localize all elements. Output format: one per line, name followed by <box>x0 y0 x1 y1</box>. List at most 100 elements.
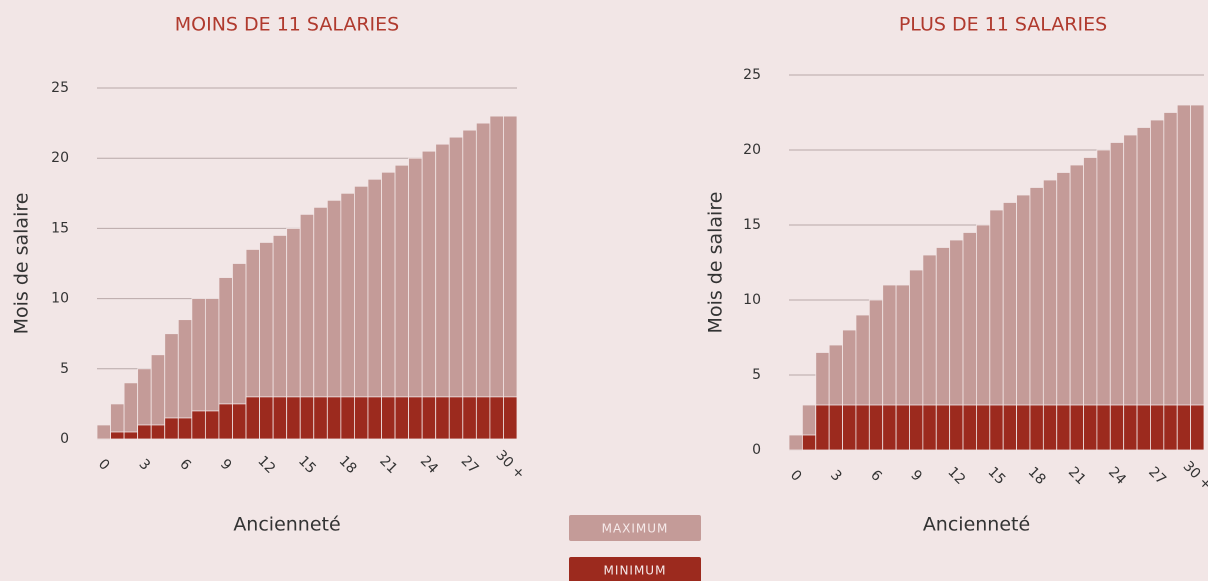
bar <box>842 404 857 451</box>
y-tick-label: 0 <box>60 431 69 447</box>
bar <box>815 404 830 451</box>
x-tick-label: 0 <box>95 456 113 474</box>
bar <box>1123 404 1138 451</box>
bar <box>150 424 166 440</box>
bar <box>1136 127 1151 451</box>
bar <box>909 404 924 451</box>
bar <box>489 115 504 440</box>
bar <box>989 404 1004 451</box>
bar <box>408 396 423 440</box>
bar <box>1190 404 1205 451</box>
bar <box>1029 404 1044 451</box>
bar <box>137 424 152 440</box>
x-axis-label: Ancienneté <box>923 514 1030 536</box>
bar <box>475 122 491 440</box>
bar <box>421 396 437 440</box>
bar <box>381 396 396 440</box>
y-tick-label: 5 <box>752 367 761 383</box>
bar <box>935 404 951 451</box>
y-tick-label: 15 <box>51 220 69 236</box>
x-tick-label: 9 <box>217 456 235 474</box>
bar <box>96 424 111 440</box>
x-axis-label: Ancienneté <box>233 514 340 536</box>
x-tick-label: 18 <box>1025 464 1049 488</box>
x-tick-label: 0 <box>787 467 805 485</box>
bar <box>1176 404 1192 451</box>
bar <box>123 431 139 440</box>
bar <box>1123 134 1138 451</box>
legend-swatch <box>569 557 701 581</box>
bar <box>340 396 355 440</box>
legend-label: MAXIMUM <box>602 522 669 536</box>
y-tick-label: 25 <box>743 67 761 83</box>
bar <box>1176 104 1192 451</box>
bar <box>895 404 910 451</box>
bar <box>503 396 518 440</box>
y-tick-label: 5 <box>60 361 69 377</box>
bar <box>503 115 518 440</box>
bar <box>1150 404 1165 451</box>
y-tick-label: 10 <box>743 292 761 308</box>
x-tick-label: 12 <box>254 453 278 477</box>
bar <box>394 396 410 440</box>
y-axis-label: Mois de salaire <box>11 193 33 335</box>
bar <box>204 410 220 440</box>
bar <box>976 404 991 451</box>
x-tick-label: 21 <box>376 453 400 477</box>
bar <box>272 396 288 440</box>
x-tick-label: 12 <box>944 464 968 488</box>
x-tick-label: 3 <box>136 456 154 474</box>
bar <box>110 431 125 440</box>
x-tick-label: 21 <box>1065 464 1089 488</box>
bar <box>475 396 491 440</box>
bar <box>448 136 464 440</box>
bar <box>1150 119 1165 451</box>
bar <box>1056 404 1071 451</box>
bar <box>855 404 870 451</box>
x-tick-label: 15 <box>295 453 319 477</box>
x-tick-label: 15 <box>985 464 1009 488</box>
bar <box>1190 104 1205 451</box>
x-tick-label: 24 <box>1105 464 1129 488</box>
bar <box>489 396 504 440</box>
chart-title: MOINS DE 11 SALARIES <box>175 14 399 36</box>
bar <box>123 382 139 440</box>
bar <box>1002 404 1017 451</box>
bar <box>286 396 301 440</box>
x-tick-label: 18 <box>336 453 360 477</box>
bar <box>232 403 247 440</box>
bar <box>191 410 206 440</box>
bar <box>177 417 193 440</box>
bar <box>367 396 382 440</box>
x-tick-label: 3 <box>827 467 845 485</box>
y-tick-label: 0 <box>752 442 761 458</box>
bar <box>354 396 369 440</box>
bar <box>462 396 477 440</box>
bar <box>299 396 315 440</box>
bar <box>1069 404 1084 451</box>
bar <box>1136 404 1151 451</box>
bar <box>1042 404 1058 451</box>
bar <box>1096 404 1111 451</box>
bar <box>1163 112 1178 451</box>
x-tick-label: 30 + <box>493 447 528 482</box>
y-tick-label: 10 <box>51 291 69 307</box>
x-tick-label: 6 <box>176 456 194 474</box>
x-tick-label: 6 <box>867 467 885 485</box>
chart-title: PLUS DE 11 SALARIES <box>899 14 1107 36</box>
x-tick-label: 27 <box>458 453 482 477</box>
bar <box>828 404 843 451</box>
bar <box>922 404 937 451</box>
bar <box>949 404 964 451</box>
bar <box>326 396 342 440</box>
bar <box>421 150 437 440</box>
legend-label: MINIMUM <box>604 564 667 578</box>
y-tick-label: 20 <box>51 150 69 166</box>
legend-swatch <box>569 515 701 541</box>
bar <box>788 434 803 451</box>
y-tick-label: 25 <box>51 80 69 96</box>
bar <box>962 404 977 451</box>
x-tick-label: 30 + <box>1180 458 1208 493</box>
bar <box>259 396 274 440</box>
